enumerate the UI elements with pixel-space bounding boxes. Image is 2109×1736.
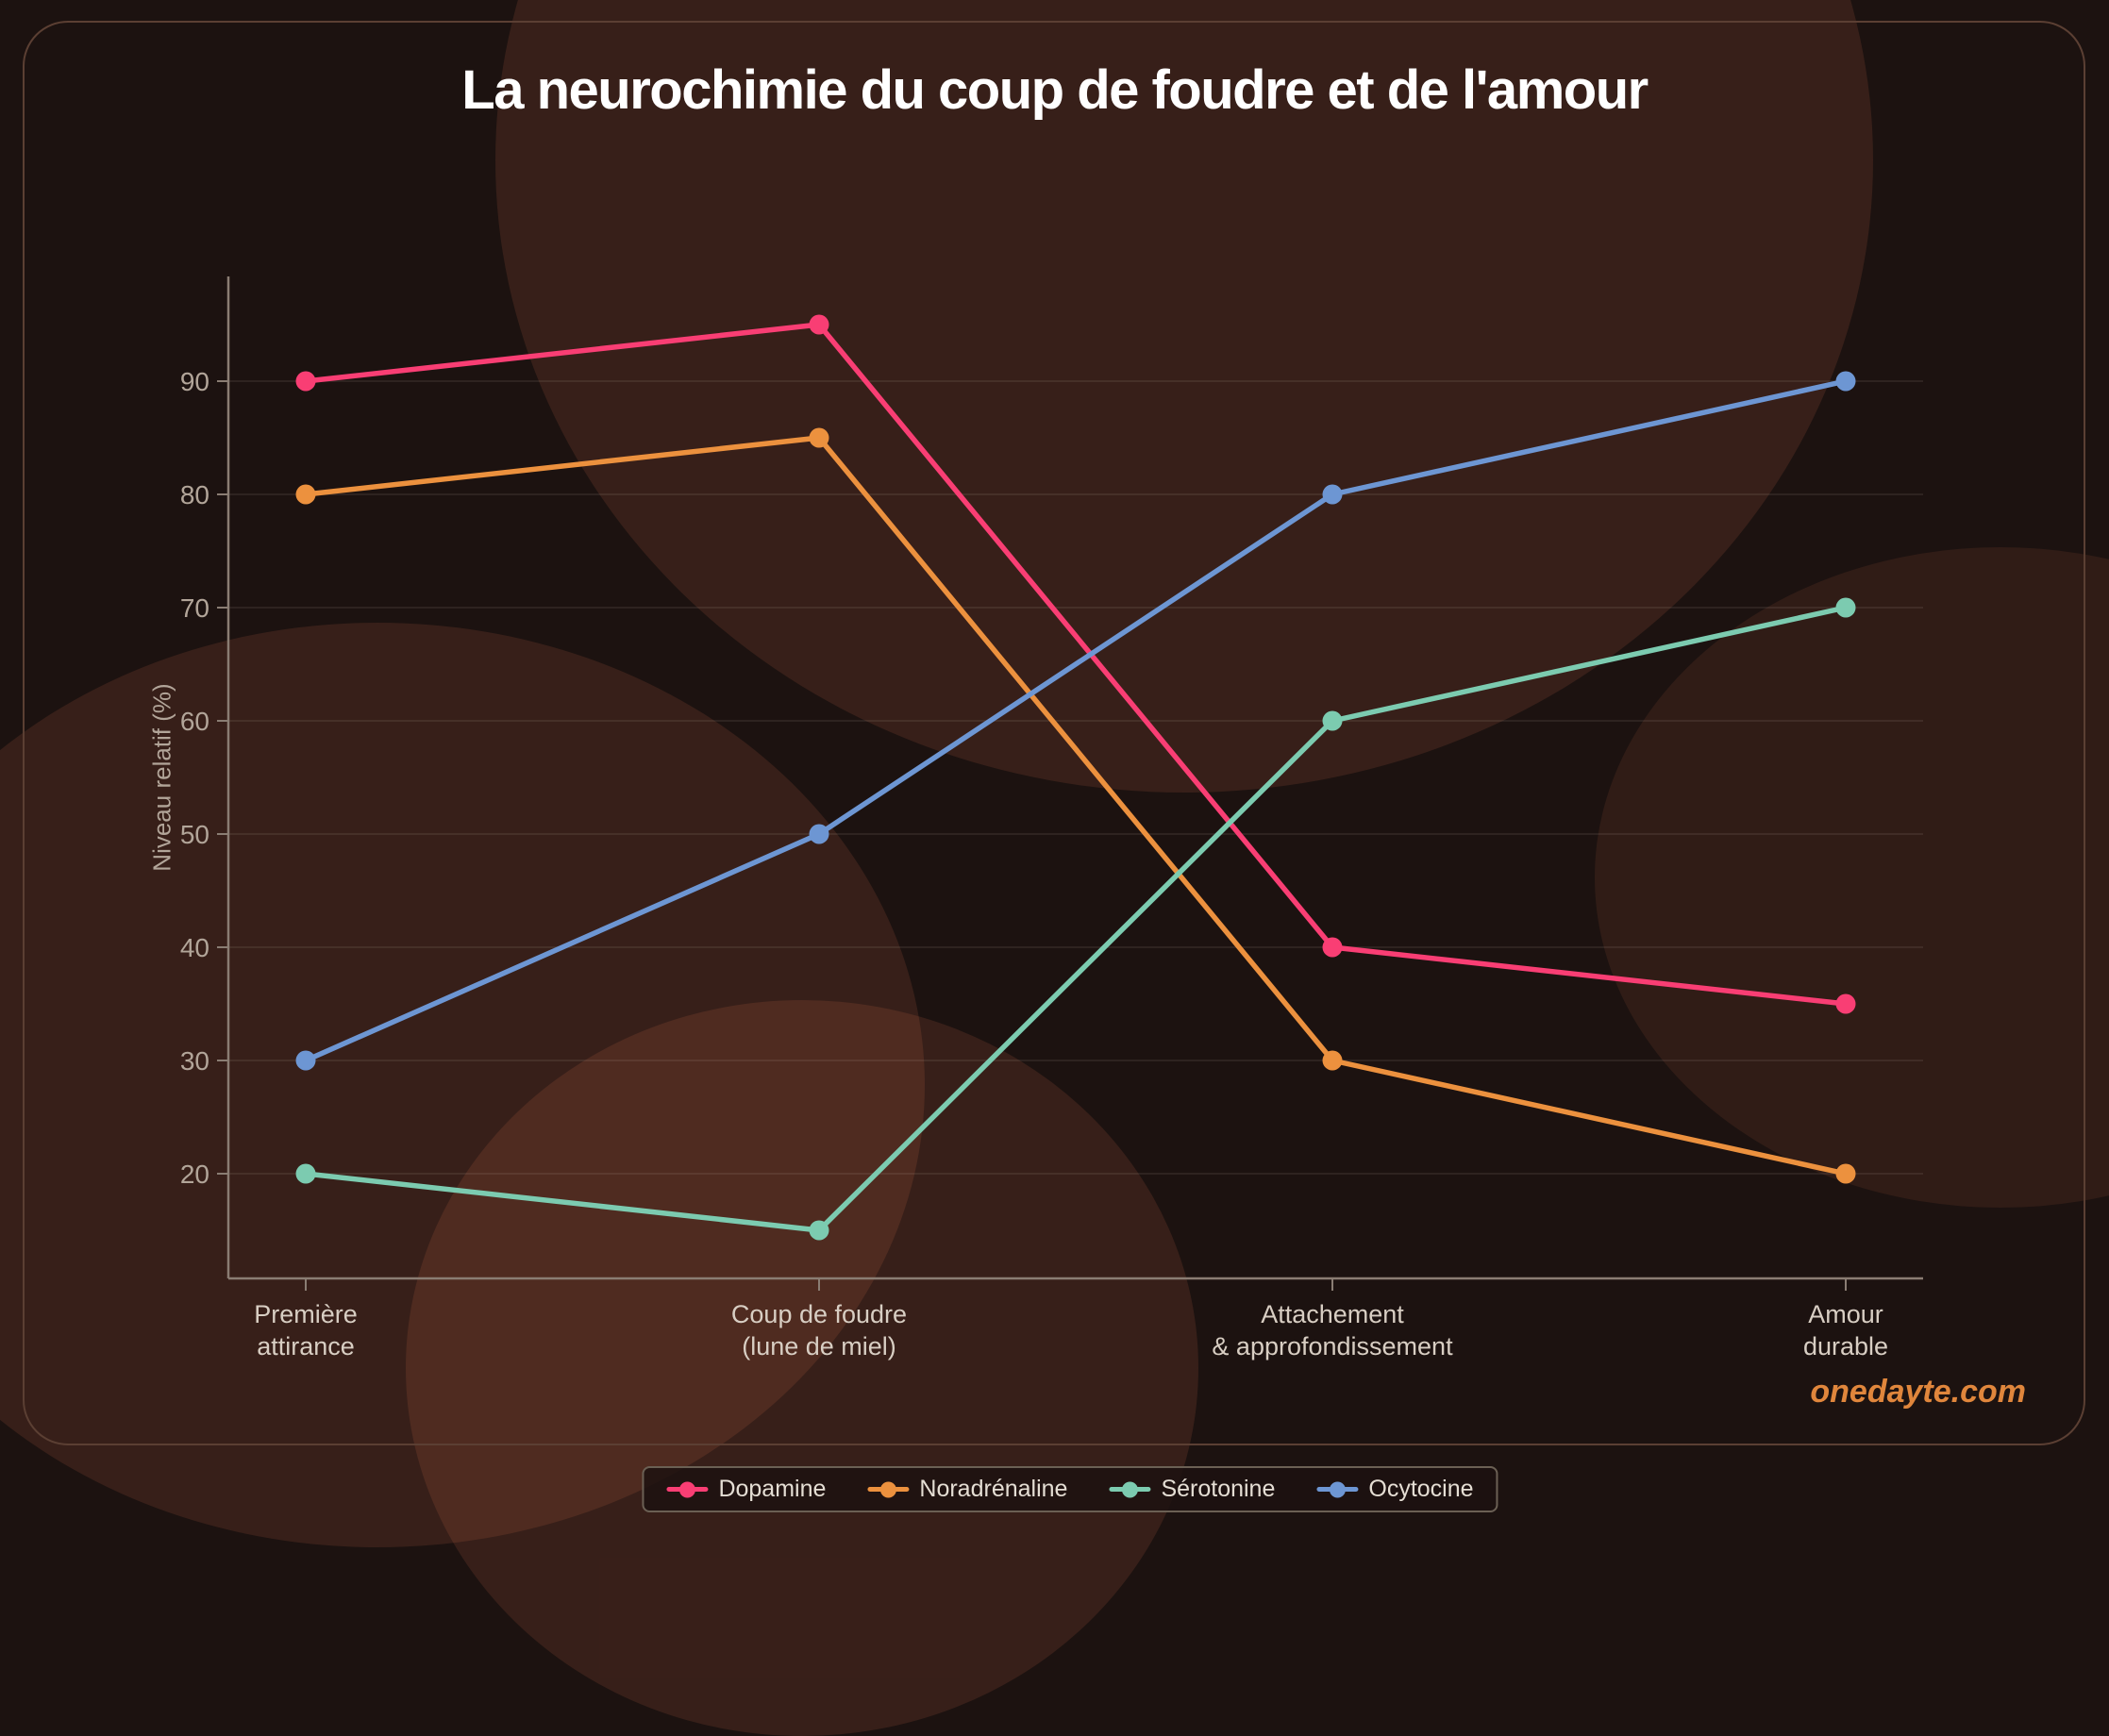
y-tick-labels: 20 30 40 50 60 70 80 90	[180, 367, 209, 1189]
data-point-noradrénaline	[1322, 1050, 1343, 1071]
panel-frame	[23, 21, 2085, 1445]
data-point-noradrénaline	[809, 427, 829, 448]
y-tick-label: 70	[180, 593, 209, 623]
category-labels: Première attirance Coup de foudre (lune de …	[254, 1300, 1888, 1360]
legend-dot-icon	[678, 1481, 695, 1497]
legend-item-noradrénaline: Noradrénaline	[867, 1476, 1067, 1503]
legend-line-icon	[1109, 1481, 1151, 1497]
series-line-noradrénaline	[303, 435, 1849, 1177]
legend-label: Noradrénaline	[919, 1476, 1068, 1502]
data-point-ocytocine	[809, 824, 829, 844]
legend-label: Ocytocine	[1368, 1476, 1474, 1502]
series-lines	[303, 322, 1849, 1233]
data-point-dopamine	[1322, 937, 1343, 958]
data-point-ocytocine	[295, 1050, 316, 1071]
data-point-sérotonine	[1322, 710, 1343, 731]
data-point-dopamine	[295, 371, 316, 392]
data-point-dopamine	[809, 314, 829, 335]
y-tick-label: 40	[180, 933, 209, 962]
series-markers	[295, 314, 1856, 1241]
series-line-dopamine	[303, 322, 1849, 1007]
gridlines	[228, 380, 1923, 1175]
legend-line-icon	[1316, 1481, 1359, 1497]
x-category-label: Coup de foudre (lune de miel)	[731, 1300, 907, 1360]
legend-item-dopamine: Dopamine	[666, 1476, 826, 1503]
series-line-sérotonine	[303, 605, 1849, 1233]
y-tick-label: 60	[180, 707, 209, 736]
data-point-ocytocine	[1835, 371, 1856, 392]
y-tick-label: 30	[180, 1046, 209, 1076]
data-point-sérotonine	[295, 1163, 316, 1184]
axes	[226, 276, 1923, 1280]
data-point-noradrénaline	[1835, 1163, 1856, 1184]
data-point-sérotonine	[809, 1220, 829, 1241]
data-point-noradrénaline	[295, 484, 316, 505]
y-tick-label: 20	[180, 1160, 209, 1189]
legend-dot-icon	[1329, 1481, 1346, 1497]
y-tick-label: 50	[180, 820, 209, 849]
legend-item-sérotonine: Sérotonine	[1109, 1476, 1275, 1503]
axis-ticks	[217, 380, 1847, 1291]
legend-dot-icon	[879, 1481, 896, 1497]
legend-label: Dopamine	[718, 1476, 827, 1502]
line-chart: 20 30 40 50 60 70 80 90 Première attirance Coup d…	[180, 276, 1923, 1360]
chart-title: La neurochimie du coup de foudre et de l…	[461, 59, 1649, 121]
legend-dot-icon	[1121, 1481, 1138, 1497]
legend-item-ocytocine: Ocytocine	[1316, 1476, 1474, 1503]
data-point-dopamine	[1835, 993, 1856, 1014]
legend-line-icon	[666, 1481, 709, 1497]
series-line-ocytocine	[303, 378, 1849, 1063]
data-point-sérotonine	[1835, 597, 1856, 618]
legend-line-icon	[867, 1481, 910, 1497]
x-category-label: Attachement & approfondissement	[1212, 1300, 1453, 1360]
watermark: onedayte.com	[1810, 1374, 2026, 1410]
legend: Dopamine Noradrénaline Sérotonine Ocytocine	[642, 1466, 1498, 1512]
x-category-label: Première attirance	[254, 1300, 358, 1360]
y-tick-label: 90	[180, 367, 209, 396]
data-point-ocytocine	[1322, 484, 1343, 505]
legend-label: Sérotonine	[1161, 1476, 1276, 1502]
y-axis-label: Niveau relatif (%)	[147, 683, 176, 872]
background-blob	[0, 623, 925, 1547]
x-category-label: Amour durable	[1803, 1300, 1888, 1360]
y-tick-label: 80	[180, 480, 209, 509]
